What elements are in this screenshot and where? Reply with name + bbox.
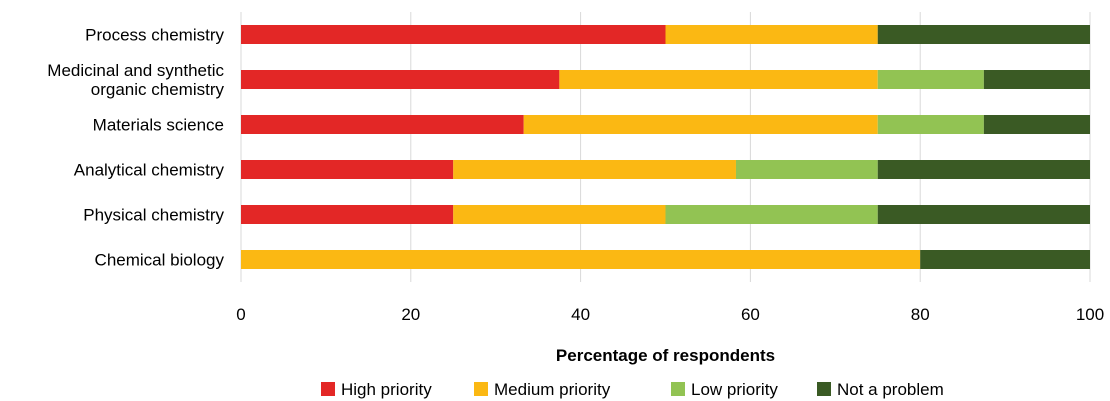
- bar-segment: [735, 160, 878, 179]
- category-label: Chemical biology: [95, 251, 225, 270]
- bar-segment: [983, 70, 1090, 89]
- x-tick-labels: 0 20 40 60 80 100: [236, 305, 1104, 324]
- category-label: Analytical chemistry: [74, 161, 225, 180]
- bar-segment: [523, 115, 878, 134]
- bar-segment: [241, 70, 560, 89]
- bar-segment: [559, 70, 878, 89]
- bar-segment: [877, 205, 1090, 224]
- bar-segment: [241, 25, 666, 44]
- category-label: organic chemistry: [91, 80, 225, 99]
- bar-segment: [877, 160, 1090, 179]
- category-label: Materials science: [93, 116, 224, 135]
- x-tick-label: 80: [911, 305, 930, 324]
- legend: High priority Medium priority Low priority…: [321, 380, 944, 399]
- x-tick-label: 40: [571, 305, 590, 324]
- legend-label: Medium priority: [494, 380, 611, 399]
- bar-segment: [453, 160, 736, 179]
- legend-label: Low priority: [691, 380, 778, 399]
- x-tick-label: 100: [1076, 305, 1104, 324]
- x-tick-label: 60: [741, 305, 760, 324]
- category-label: Process chemistry: [85, 26, 224, 45]
- bar-segment: [983, 115, 1090, 134]
- legend-swatch: [474, 382, 488, 396]
- bar-segment: [453, 205, 666, 224]
- gridlines: [240, 12, 1091, 282]
- bar-segment: [241, 205, 454, 224]
- legend-swatch: [321, 382, 335, 396]
- bar-segment: [241, 250, 921, 269]
- legend-swatch: [817, 382, 831, 396]
- x-tick-label: 0: [236, 305, 245, 324]
- legend-label: High priority: [341, 380, 432, 399]
- bar-segment: [877, 25, 1090, 44]
- bar-segment: [665, 25, 878, 44]
- x-tick-label: 20: [401, 305, 420, 324]
- category-label: Physical chemistry: [83, 206, 224, 225]
- bars: [241, 25, 1090, 269]
- bar-segment: [920, 250, 1090, 269]
- x-axis-title: Percentage of respondents: [556, 346, 775, 365]
- legend-swatch: [671, 382, 685, 396]
- bar-segment: [241, 115, 524, 134]
- bar-segment: [877, 70, 984, 89]
- category-label: Medicinal and synthetic: [47, 61, 224, 80]
- bar-segment: [665, 205, 878, 224]
- bar-segment: [241, 160, 454, 179]
- bar-segment: [877, 115, 984, 134]
- category-labels: Process chemistry Medicinal and synthetic…: [47, 26, 224, 270]
- legend-label: Not a problem: [837, 380, 944, 399]
